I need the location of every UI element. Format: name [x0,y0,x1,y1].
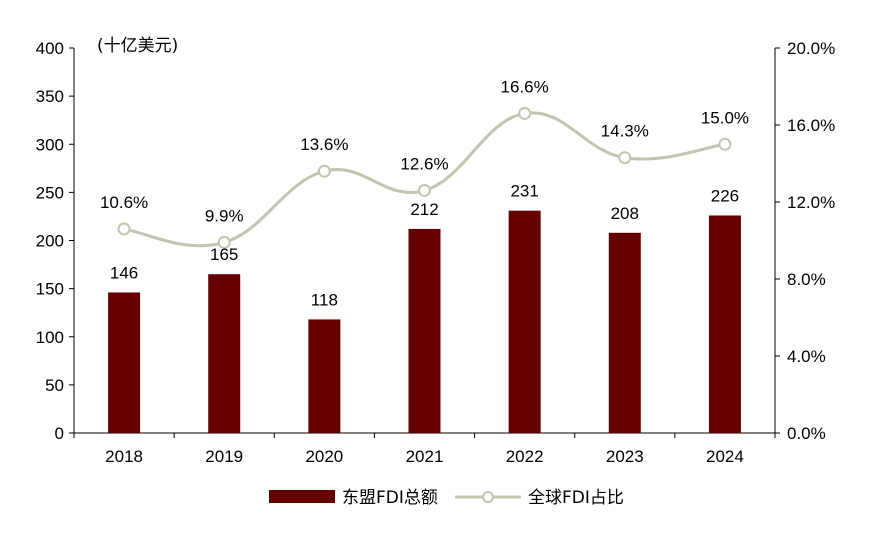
line-point [518,106,532,120]
left-axis-tick-label: 150 [36,280,64,299]
bar-value-label: 165 [210,245,238,264]
line-point [317,164,331,178]
legend: 东盟FDI总额 全球FDI占比 [269,488,624,508]
bar-value-label: 146 [110,263,138,282]
x-axis-tick-label: 2024 [706,447,744,466]
bar [208,274,241,433]
line-point [117,222,131,236]
right-y-axis: 0.0% 4.0% 8.0% 12.0% 16.0% 20.0% [774,39,835,443]
bar [608,232,641,433]
left-axis-tick-label: 50 [45,376,64,395]
line-point [217,235,231,249]
right-axis-tick-label: 16.0% [787,116,835,135]
right-axis-tick-label: 4.0% [787,347,826,366]
x-axis-tick-label: 2021 [406,447,444,466]
line-point [418,183,431,197]
legend-bar-label: 东盟FDI总额 [342,488,438,508]
bar-value-label: 212 [410,200,438,219]
x-axis-tick-label: 2023 [606,447,644,466]
bar [408,228,441,433]
line-value-label: 14.3% [601,122,649,141]
data-labels: 146 165 118 212 231 208 226 10.6% 9.9% 13.6% 12.6%… [100,77,749,309]
bar-value-label: 231 [510,182,538,201]
left-axis-tick-label: 250 [36,183,64,202]
left-axis-tick-label: 300 [36,135,64,154]
line-point [618,151,632,165]
bar-series [108,210,741,433]
bar [308,319,341,433]
bar [108,292,141,433]
left-axis-tick-label: 400 [36,39,64,58]
bar [708,215,741,433]
left-axis-unit-label: (十亿美元) [97,36,178,56]
legend-line-marker [482,491,494,503]
line-value-label: 9.9% [205,206,244,225]
right-axis-tick-label: 8.0% [787,270,826,289]
bar-value-label: 208 [611,204,639,223]
left-axis-tick-label: 100 [36,328,64,347]
bar [508,210,541,433]
x-axis-tick-label: 2019 [205,447,243,466]
x-axis-tick-label: 2022 [506,447,544,466]
line-value-label: 10.6% [100,193,148,212]
legend-bar-swatch [269,490,335,503]
x-axis-tick-label: 2020 [305,447,343,466]
right-axis-tick-label: 20.0% [787,39,835,58]
line-value-label: 13.6% [300,135,348,154]
line-value-label: 15.0% [701,108,749,127]
line-series [117,106,732,249]
bar-value-label: 118 [311,290,338,309]
left-axis-tick-label: 350 [36,87,64,106]
left-axis-tick-label: 200 [36,232,64,251]
line-point [718,137,732,151]
x-axis: 2018 2019 2020 2021 2022 2023 2024 [73,432,776,466]
left-y-axis: 0 50 100 150 200 250 300 350 400 [36,39,75,443]
legend-line-label: 全球FDI占比 [528,488,624,508]
right-axis-tick-label: 0.0% [787,424,826,443]
x-axis-tick-label: 2018 [105,447,143,466]
bar-value-label: 226 [711,186,739,205]
line-value-label: 16.6% [501,77,549,96]
left-axis-tick-label: 0 [55,424,64,443]
line-value-label: 12.6% [400,154,448,173]
right-axis-tick-label: 12.0% [787,193,835,212]
